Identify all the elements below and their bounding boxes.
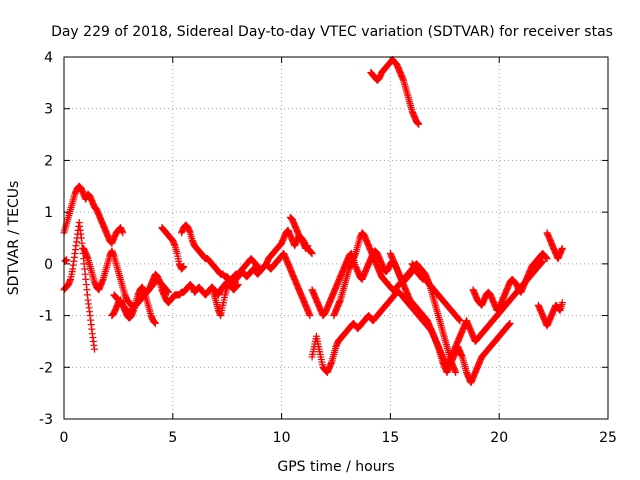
series-arc-1 [60,182,127,247]
series-arc-10 [286,213,316,258]
data-point [452,368,460,376]
series-arc-14 [386,250,514,387]
plot-frame [63,56,609,420]
x-axis-label: GPS time / hours [277,459,394,475]
axis-ticks: 0 5 10 15 20 25 -3 -2 -1 0 1 2 3 4 [39,50,617,446]
chart-title: Day 229 of 2018, Sidereal Day-to-day VTE… [51,24,613,40]
data-point [539,257,547,265]
data-point [506,319,514,327]
x-tick-label: 15 [381,430,399,446]
series-arc-6 [110,270,242,317]
data-point [415,120,423,128]
data-point [308,250,316,258]
data-point [543,255,551,263]
x-tick-label: 0 [60,430,69,446]
y-tick-label: 0 [44,257,53,273]
series-arc-16 [469,250,551,314]
y-tick-label: 1 [44,205,53,221]
y-tick-label: 4 [44,50,53,66]
y-tick-label: -3 [39,412,53,428]
data-point [151,319,159,327]
y-tick-label: 3 [44,102,53,118]
y-axis-label: SDTVAR / TECUs [6,181,22,296]
x-tick-label: 10 [273,430,291,446]
series-arc-7 [158,224,188,273]
data-point [119,229,127,237]
data-point [306,312,314,320]
series-arc-15 [408,260,464,325]
data-point [180,262,188,270]
data-point [558,299,566,307]
series-arc-17 [543,229,566,263]
x-tick-label: 5 [168,430,177,446]
x-tick-label: 25 [599,430,617,446]
y-tick-label: -2 [39,360,53,376]
series-arc-19 [367,56,423,128]
series-arc-9 [208,250,314,320]
y-tick-label: 2 [44,153,53,169]
x-tick-label: 20 [490,430,508,446]
data-point [234,281,242,289]
series-arc-18 [534,299,566,330]
data-point [90,345,98,353]
data-point [456,317,464,325]
data-point [558,244,566,252]
y-tick-label: -1 [39,309,53,325]
data-marks [60,56,566,387]
